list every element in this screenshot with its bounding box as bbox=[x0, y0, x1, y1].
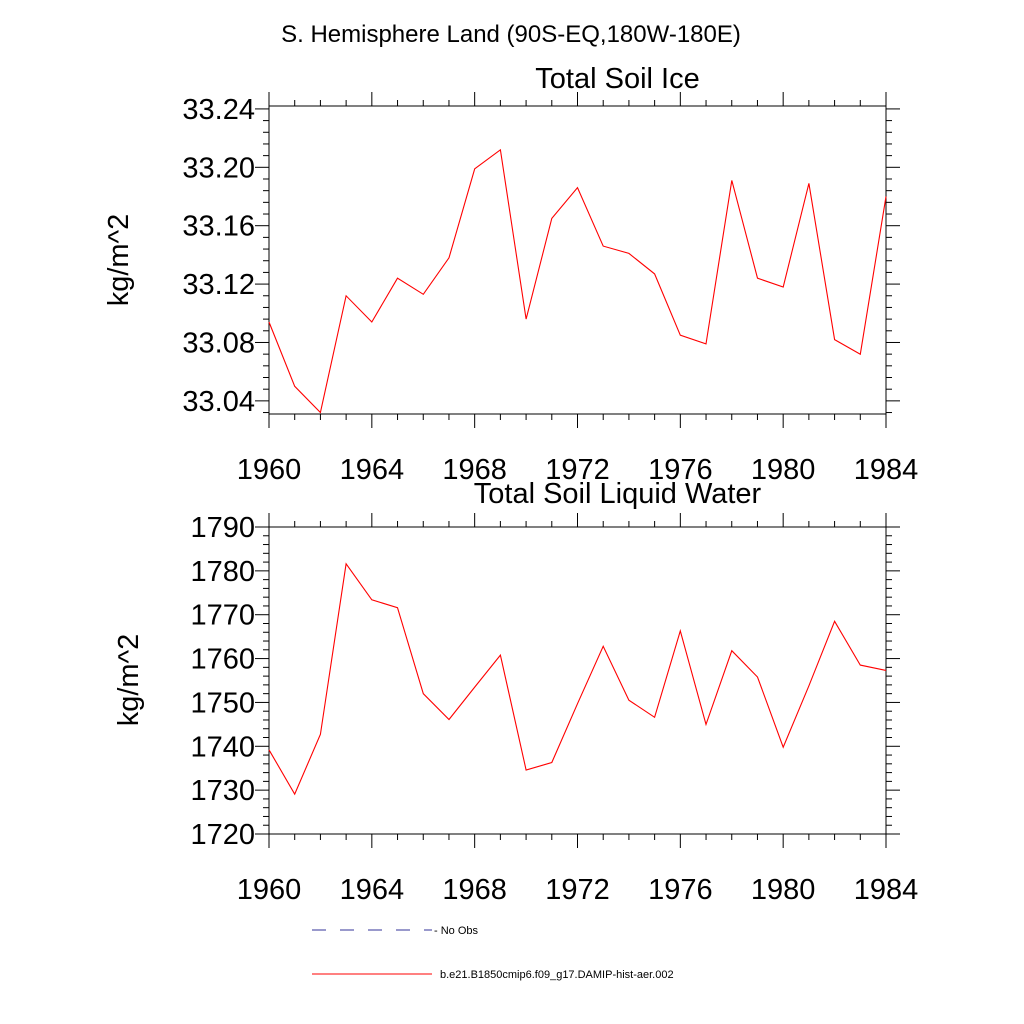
x-tick-label-1968: 1968 bbox=[442, 454, 507, 486]
x-tick-label-1980: 1980 bbox=[751, 874, 816, 906]
legend: - No Obs b.e21.B1850cmip6.f09_g17.DAMIP-… bbox=[312, 925, 674, 981]
y-axis-label: kg/m^2 bbox=[113, 634, 145, 727]
y-tick-label-33-20: 33.20 bbox=[182, 152, 255, 184]
x-tick-label-1968: 1968 bbox=[442, 874, 507, 906]
y-tick-label-1720: 1720 bbox=[190, 819, 255, 851]
y-tick-label-33-16: 33.16 bbox=[182, 211, 255, 243]
y-tick-label-1780: 1780 bbox=[190, 556, 255, 588]
panel-title: Total Soil Liquid Water bbox=[474, 478, 762, 510]
x-tick-label-1964: 1964 bbox=[340, 874, 405, 906]
plot-frame bbox=[268, 105, 887, 415]
legend-model-label: b.e21.B1850cmip6.f09_g17.DAMIP-hist-aer.… bbox=[440, 969, 674, 981]
x-tick-label-1980: 1980 bbox=[751, 454, 816, 486]
x-tick-label-1972: 1972 bbox=[545, 874, 610, 906]
series-line-0 bbox=[268, 562, 887, 796]
y-tick-label-1740: 1740 bbox=[190, 731, 255, 763]
y-tick-label-1730: 1730 bbox=[190, 775, 255, 807]
x-tick-label-1960: 1960 bbox=[237, 874, 302, 906]
y-tick-label-33-04: 33.04 bbox=[182, 386, 255, 418]
x-tick-label-1972: 1972 bbox=[545, 454, 610, 486]
y-tick-label-1770: 1770 bbox=[190, 600, 255, 632]
legend-obs-label: - No Obs bbox=[434, 925, 479, 937]
y-axis-label: kg/m^2 bbox=[103, 214, 135, 307]
x-tick-label-1984: 1984 bbox=[854, 874, 919, 906]
x-tick-label-1976: 1976 bbox=[648, 874, 713, 906]
y-tick-label-33-12: 33.12 bbox=[182, 269, 255, 301]
x-tick-label-1960: 1960 bbox=[237, 454, 302, 486]
y-tick-label-1760: 1760 bbox=[190, 644, 255, 676]
series-line-0 bbox=[268, 148, 887, 414]
panel-total-soil-ice: Total Soil Ice kg/m^2 1960 1964 1968 1972 1976… bbox=[103, 63, 918, 486]
figure-suptitle: S. Hemisphere Land (90S-EQ,180W-180E) bbox=[281, 21, 741, 48]
plot-frame bbox=[268, 526, 887, 835]
y-tick-label-33-24: 33.24 bbox=[182, 94, 255, 126]
panel-title: Total Soil Ice bbox=[535, 63, 699, 95]
x-tick-label-1964: 1964 bbox=[340, 454, 405, 486]
y-tick-label-1790: 1790 bbox=[190, 512, 255, 544]
x-tick-label-1976: 1976 bbox=[648, 454, 713, 486]
x-tick-label-1984: 1984 bbox=[854, 454, 919, 486]
y-tick-label-1750: 1750 bbox=[190, 687, 255, 719]
y-tick-label-33-08: 33.08 bbox=[182, 327, 255, 359]
panel-total-soil-liquid-water: Total Soil Liquid Water kg/m^2 1960 1964 196… bbox=[113, 478, 918, 906]
